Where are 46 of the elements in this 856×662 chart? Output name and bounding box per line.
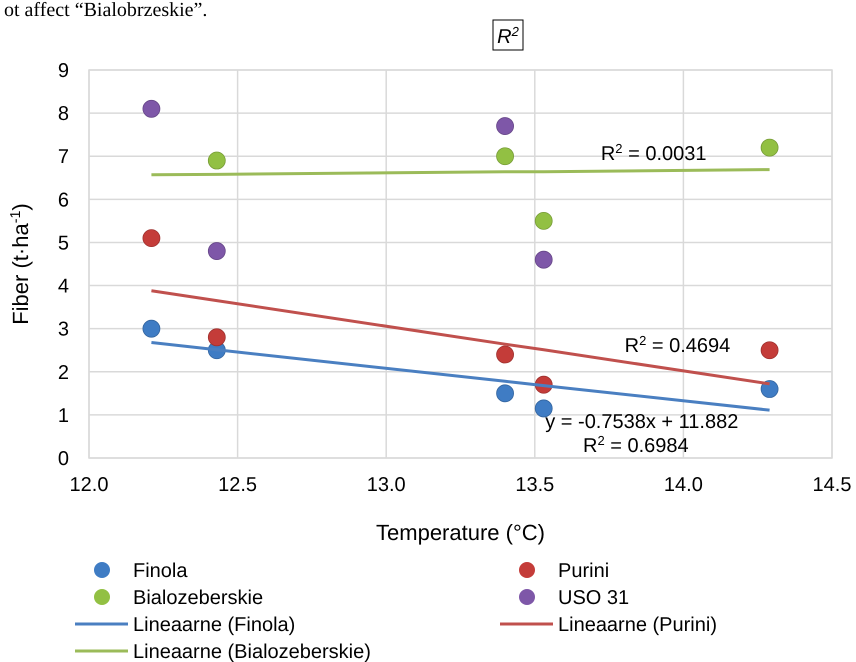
point [496, 346, 514, 364]
y-tick-label: 4 [58, 276, 69, 298]
legend-label: USO 31 [558, 587, 630, 609]
annotation: R$^{2}$ = 0.6984 [583, 432, 689, 458]
x-tick-label: 13.0 [366, 474, 406, 496]
point [534, 212, 553, 230]
annotation: R$^{2}$ = 0.4694 [624, 332, 730, 358]
annotation: R$^{2}$ = 0.0031 [600, 140, 707, 166]
legend-label: Purini [558, 560, 610, 582]
point [496, 117, 514, 135]
y-tick-label: 8 [58, 103, 69, 126]
y-tick-label: 5 [58, 232, 69, 254]
point [208, 242, 226, 260]
y-tick-label: 6 [58, 189, 69, 212]
point [760, 341, 778, 360]
x-axis-title: Temperature (°C) [376, 520, 545, 545]
text: R$^{2}$ [497, 24, 520, 48]
point [760, 138, 778, 156]
y-tick-label: 3 [58, 318, 69, 341]
y-tick-label: 9 [58, 60, 69, 82]
y-tick-label: 2 [58, 362, 69, 384]
x-tick-label: 14.0 [664, 474, 703, 496]
legend-label: Lineaarne (Bialozeberskie) [133, 641, 371, 662]
point [496, 384, 514, 402]
x-tick-label: 12.5 [218, 474, 258, 496]
text: ot affect “Bialobrzeskie”. [4, 0, 208, 21]
point [534, 400, 553, 418]
point [496, 147, 514, 166]
legend-label: Lineaarne (Purini) [558, 614, 717, 636]
point [142, 100, 160, 118]
legend-label: Bialozeberskie [133, 587, 264, 609]
point [142, 229, 160, 248]
point [208, 152, 226, 170]
y-tick-label: 1 [58, 404, 69, 427]
point [534, 250, 553, 269]
x-tick-label: 13.5 [515, 474, 554, 496]
point [760, 380, 778, 398]
y-tick-label: 7 [58, 146, 69, 168]
x-tick-label: 14.5 [812, 474, 852, 496]
annotation: y = -0.7538x + 11.882 [545, 410, 738, 433]
point [208, 328, 226, 346]
legend-label: Lineaarne (Finola) [133, 614, 296, 636]
point [142, 320, 160, 338]
x-tick-label: 12.0 [70, 474, 108, 496]
y-tick-label: 0 [58, 448, 69, 470]
legend-label: Finola [133, 560, 188, 582]
